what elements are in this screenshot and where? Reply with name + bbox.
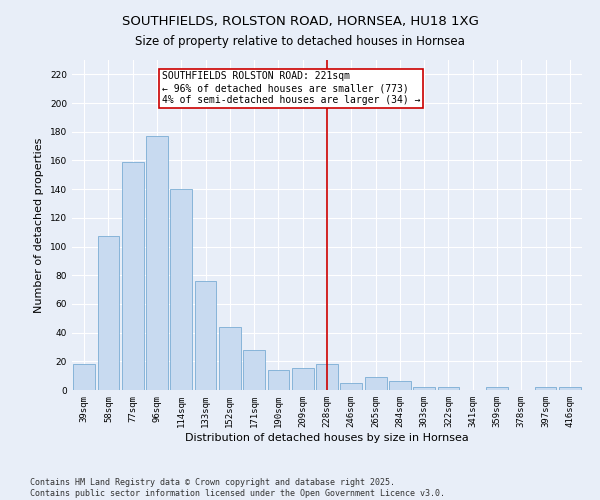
Bar	[122, 162, 143, 390]
Bar	[437, 387, 460, 390]
Bar	[219, 327, 241, 390]
Bar	[243, 350, 265, 390]
Bar	[413, 387, 435, 390]
Bar	[170, 189, 192, 390]
Bar	[268, 370, 289, 390]
Bar	[340, 383, 362, 390]
Bar	[535, 387, 556, 390]
Text: Size of property relative to detached houses in Hornsea: Size of property relative to detached ho…	[135, 35, 465, 48]
Y-axis label: Number of detached properties: Number of detached properties	[34, 138, 44, 312]
Bar	[292, 368, 314, 390]
Bar	[486, 387, 508, 390]
Bar	[73, 364, 95, 390]
Bar	[194, 281, 217, 390]
Bar	[365, 377, 386, 390]
X-axis label: Distribution of detached houses by size in Hornsea: Distribution of detached houses by size …	[185, 432, 469, 442]
Text: Contains HM Land Registry data © Crown copyright and database right 2025.
Contai: Contains HM Land Registry data © Crown c…	[30, 478, 445, 498]
Text: SOUTHFIELDS ROLSTON ROAD: 221sqm
← 96% of detached houses are smaller (773)
4% o: SOUTHFIELDS ROLSTON ROAD: 221sqm ← 96% o…	[162, 72, 421, 104]
Bar	[316, 364, 338, 390]
Text: SOUTHFIELDS, ROLSTON ROAD, HORNSEA, HU18 1XG: SOUTHFIELDS, ROLSTON ROAD, HORNSEA, HU18…	[122, 15, 478, 28]
Bar	[389, 382, 411, 390]
Bar	[146, 136, 168, 390]
Bar	[559, 387, 581, 390]
Bar	[97, 236, 119, 390]
